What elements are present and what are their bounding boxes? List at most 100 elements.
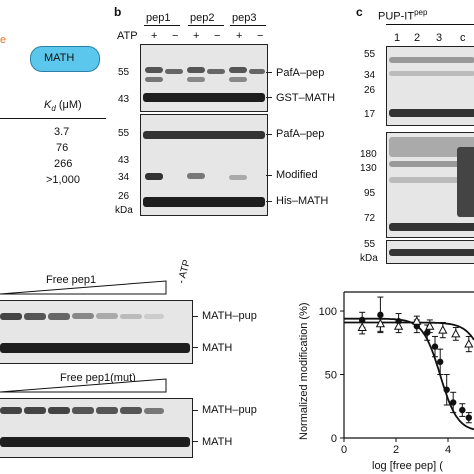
title-underline [386, 24, 474, 25]
kd-symbol: K [44, 99, 52, 111]
y-axis-label: Normalized modification (%) [298, 302, 310, 440]
y-tick-label: 100 [319, 306, 337, 318]
gradient-wedge [0, 378, 167, 393]
kda-label: kDa [115, 205, 133, 216]
band-label: PafA–pep [276, 67, 325, 79]
band-label: PafA–pep [276, 128, 325, 140]
mw-marker: 55 [118, 128, 130, 139]
atp-sign: − [257, 30, 264, 42]
band-label: Modified [276, 169, 318, 181]
gel-b-top [140, 44, 268, 112]
gel-c-bottom [386, 240, 474, 264]
lane-label: 1 [394, 32, 401, 44]
data-point-circle [459, 406, 466, 414]
kd-header: Kd (μM) [44, 99, 82, 113]
data-point-circle [413, 323, 420, 330]
y-tick-label: 50 [325, 370, 337, 382]
kd-value: 3.7 [54, 126, 70, 138]
mw-marker: 180 [360, 149, 377, 160]
band-label: MATH–pup [202, 404, 257, 416]
mw-marker: 55 [364, 239, 376, 250]
data-point-circle [465, 414, 472, 421]
kd-table-rule [0, 118, 106, 119]
x-tick-label: 0 [341, 444, 347, 456]
data-point-circle [395, 318, 402, 325]
gel-b-bottom [140, 114, 268, 216]
math-pill-label: MATH [44, 52, 75, 64]
mw-marker: 55 [118, 67, 130, 78]
data-point-circle [359, 316, 366, 324]
data-point-circle [450, 399, 457, 406]
lane-label: 3 [436, 32, 443, 44]
math-pill [30, 46, 100, 72]
mw-marker: 26 [364, 85, 376, 96]
gel-c-mid [386, 132, 474, 238]
mw-marker: 43 [118, 94, 130, 105]
gel-d2 [0, 398, 193, 458]
panel-c-title-main: PUP-IT [378, 10, 415, 23]
kd-value: >1,000 [46, 174, 80, 186]
lane-label: pep1 [146, 12, 171, 24]
kd-subscript: d [51, 104, 56, 114]
y-tick-label: 0 [331, 433, 337, 445]
lane-label: pep2 [190, 12, 215, 24]
data-point-triangle [393, 321, 404, 330]
lane-label: pep3 [232, 12, 257, 24]
fit-curve [344, 321, 474, 341]
band-label: His–MATH [276, 195, 329, 207]
mw-marker: 34 [364, 70, 376, 81]
axis-frame [343, 292, 474, 439]
data-point-triangle [464, 339, 474, 348]
mw-marker: 72 [364, 213, 376, 224]
band-label: GST–MATH [276, 92, 336, 104]
lane-underline [144, 25, 180, 26]
data-point-triangle [375, 318, 386, 328]
mw-marker: 130 [360, 163, 377, 174]
x-axis-label: log [free pep] ( [372, 460, 443, 472]
panel-c-title-sup: pep [414, 8, 428, 17]
gel1-title: Free pep1 [46, 274, 97, 286]
atp-sign: + [151, 30, 158, 42]
mw-marker: 17 [364, 109, 376, 120]
kda-label: kDa [360, 253, 378, 264]
data-point-circle [443, 386, 450, 393]
x-tick-label: 4 [445, 444, 451, 456]
panel-c-letter: c [356, 5, 363, 19]
data-point-triangle [438, 325, 448, 334]
data-point-circle [431, 343, 439, 350]
panel-c-title: PUP-ITpep [378, 8, 427, 23]
lane-underline [188, 25, 224, 26]
mw-marker: 95 [364, 188, 376, 199]
data-point-triangle [451, 328, 461, 338]
x-tick-label: 2 [393, 444, 399, 456]
panel-b-letter: b [114, 5, 122, 19]
kd-value: 76 [56, 142, 69, 154]
kd-unit: (μM) [55, 99, 82, 111]
lane-label: 2 [414, 32, 421, 44]
lane-label: c [460, 32, 466, 44]
atp-sign: − [214, 30, 221, 42]
band-label: MATH–pup [202, 310, 257, 322]
data-point-circle [424, 329, 431, 336]
mw-marker: 34 [118, 172, 130, 183]
minus-atp-label: - ATP [176, 258, 193, 285]
band-label: MATH [202, 436, 233, 448]
data-point-circle [437, 358, 444, 366]
mw-marker: 55 [364, 49, 376, 60]
data-point-triangle [425, 321, 435, 330]
atp-sign: + [236, 30, 243, 42]
fit-curve [344, 317, 474, 431]
panel-e-letter: e [0, 34, 7, 46]
gel-c-top [386, 46, 474, 126]
atp-sign: − [172, 30, 179, 42]
data-point-triangle [357, 322, 367, 332]
mw-marker: 43 [118, 155, 130, 166]
lane-underline [230, 25, 266, 26]
gel2-title: Free pep1(mut) [60, 372, 136, 384]
kd-value: 266 [54, 158, 73, 170]
data-point-circle [377, 311, 384, 319]
atp-sign: + [193, 30, 200, 42]
gel-d1 [0, 300, 193, 364]
mw-marker: 26 [118, 191, 130, 202]
data-point-triangle [412, 316, 422, 325]
